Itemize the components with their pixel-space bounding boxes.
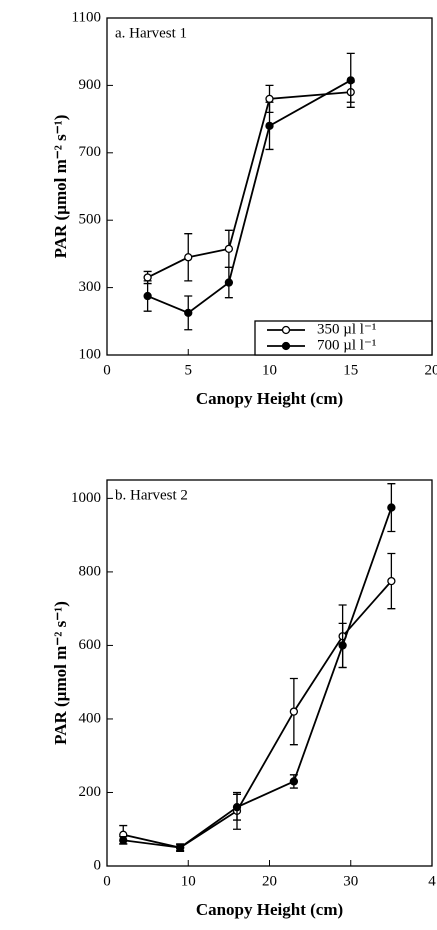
series-line — [123, 580, 393, 849]
data-point — [346, 76, 355, 85]
y-tick-label: 700 — [79, 144, 102, 160]
y-tick-label: 1000 — [71, 490, 101, 506]
y-tick-label: 800 — [79, 563, 102, 579]
y-axis-label: PAR (µmol m⁻² s⁻¹) — [51, 601, 70, 745]
data-point — [143, 291, 152, 301]
y-tick-label: 600 — [79, 637, 102, 653]
legend-label: 700 µl l⁻¹ — [317, 337, 376, 353]
data-point — [265, 121, 274, 130]
series-line — [147, 91, 351, 279]
plot-frame — [106, 17, 433, 356]
series-line — [123, 507, 393, 849]
y-tick-label: 200 — [79, 784, 102, 800]
plot-frame — [106, 479, 433, 867]
legend-marker — [281, 341, 291, 351]
y-tick-label: 0 — [94, 857, 102, 873]
x-tick-label: 4 — [428, 873, 436, 889]
x-tick-label: 5 — [185, 362, 193, 378]
series-line — [147, 79, 352, 314]
y-tick-label: 300 — [79, 279, 102, 295]
y-tick-label: 400 — [79, 710, 102, 726]
x-tick-label: 15 — [343, 362, 358, 378]
y-tick-label: 500 — [79, 212, 102, 228]
data-point — [224, 278, 234, 287]
data-point — [184, 308, 193, 318]
y-axis-label: PAR (µmol m⁻² s⁻¹) — [51, 115, 70, 259]
x-axis-label: Canopy Height (cm) — [196, 900, 343, 919]
x-tick-label: 10 — [181, 873, 196, 889]
x-tick-label: 20 — [425, 362, 437, 378]
x-tick-label: 10 — [262, 362, 277, 378]
data-point — [387, 576, 396, 586]
x-tick-label: 20 — [262, 873, 277, 889]
data-point — [338, 641, 347, 650]
data-point — [289, 707, 299, 716]
panel-title: a. Harvest 1 — [115, 25, 187, 41]
x-axis-label: Canopy Height (cm) — [196, 389, 343, 408]
data-point — [232, 803, 242, 812]
data-point — [143, 273, 152, 282]
data-point — [184, 253, 193, 262]
data-point — [265, 94, 274, 104]
panel-title: b. Harvest 2 — [115, 487, 188, 503]
data-point — [175, 843, 185, 852]
y-tick-label: 100 — [79, 346, 102, 362]
y-tick-label: 1100 — [72, 9, 101, 25]
data-point — [119, 836, 128, 845]
x-tick-label: 30 — [343, 873, 358, 889]
x-tick-label: 0 — [103, 362, 111, 378]
x-tick-label: 0 — [103, 873, 111, 889]
data-point — [387, 503, 396, 512]
legend-marker — [281, 325, 291, 335]
y-tick-label: 900 — [79, 77, 102, 93]
data-point — [224, 244, 234, 253]
legend-label: 350 µl l⁻¹ — [317, 321, 376, 337]
data-point — [289, 777, 299, 786]
